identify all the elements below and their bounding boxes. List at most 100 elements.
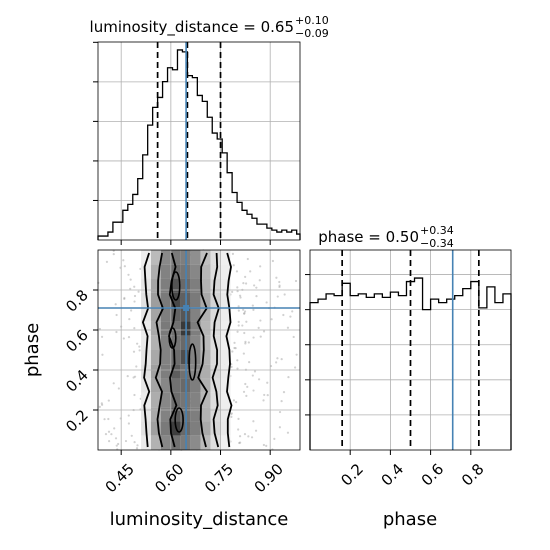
scatter-point — [107, 399, 110, 402]
luminosity-distance-title-upper-error: +0.10 — [295, 14, 329, 27]
density-cell — [160, 392, 171, 408]
density-contour — [141, 252, 151, 448]
scatter-point — [239, 296, 242, 299]
density-cell — [150, 392, 161, 408]
scatter-point — [259, 265, 262, 268]
density-cell — [200, 378, 211, 393]
density-contour — [225, 252, 233, 448]
scatter-point — [271, 259, 274, 263]
quantile-lines — [341, 250, 480, 450]
scatter-point — [127, 414, 130, 417]
density-cell — [220, 264, 231, 279]
density-cell — [160, 364, 171, 379]
scatter-point — [127, 336, 131, 339]
scatter-point — [244, 340, 247, 343]
scatter-point — [98, 405, 101, 408]
scatter-point — [133, 393, 136, 397]
scatter-point — [138, 345, 141, 348]
y-axis-label-phase: phase — [22, 323, 43, 377]
scatter-point — [114, 303, 117, 306]
density-cell — [150, 421, 161, 436]
scatter-point — [270, 318, 273, 321]
density-cell — [141, 335, 151, 350]
scatter-point — [257, 378, 261, 381]
density-cell — [220, 392, 231, 408]
scatter-point — [252, 389, 255, 392]
scatter-point — [237, 428, 240, 431]
density-cell — [220, 307, 231, 322]
scatter-point — [242, 390, 246, 393]
scatter-point — [245, 394, 248, 397]
density-cell — [200, 392, 211, 408]
scatter-point — [244, 282, 248, 285]
scatter-point — [253, 284, 256, 287]
truth-crosshair — [98, 250, 300, 450]
density-cell — [200, 321, 211, 336]
density-contour — [168, 252, 178, 448]
density-cell — [141, 321, 151, 336]
scatter-point — [132, 350, 136, 353]
density-contour-inner — [171, 271, 181, 301]
panel-frame — [97, 41, 301, 241]
density-cell — [150, 335, 161, 350]
density-cell — [220, 250, 231, 265]
luminosity-distance-title: luminosity_distance = 0.65 — [90, 18, 294, 37]
density-cell — [150, 321, 161, 336]
scatter-point — [235, 270, 239, 273]
density-cell — [190, 378, 201, 393]
x-tick-label: 0.90 — [251, 460, 287, 496]
x-tick-label: 0.60 — [151, 460, 187, 496]
scatter-point — [252, 308, 255, 311]
scatter-point — [230, 412, 233, 415]
scatter-point — [245, 320, 248, 323]
scatter-point — [265, 444, 268, 447]
density-cell — [170, 392, 181, 408]
luminosity-distance-histogram-line — [97, 49, 301, 240]
density-cell — [141, 250, 151, 265]
density-cell — [190, 250, 201, 265]
x-tick-labels-phase: 0.2 0.4 0.6 0.8 — [337, 460, 487, 490]
scatter-point — [112, 253, 115, 256]
scatter-point — [252, 336, 255, 339]
density-cell — [160, 435, 171, 450]
scatter-point — [133, 375, 137, 378]
scatter-point — [243, 312, 246, 315]
scatter-point — [233, 346, 236, 350]
scatter-point — [243, 312, 246, 315]
density-cell — [160, 421, 171, 436]
scatter-point — [255, 295, 258, 298]
scatter-point — [286, 326, 290, 329]
scatter-point — [114, 437, 118, 440]
scatter-point — [266, 381, 269, 384]
density-cell — [150, 278, 161, 293]
panel-frame — [309, 249, 512, 451]
scatter-point — [117, 387, 120, 390]
density-cell — [220, 421, 231, 436]
density-cell — [190, 335, 201, 350]
scatter-point — [287, 376, 290, 379]
luminosity-distance-histogram-panel: luminosity_distance = 0.65 +0.10 −0.09 — [90, 14, 329, 245]
density-cell — [200, 335, 211, 350]
scatter-point — [235, 401, 238, 404]
density-cell — [160, 250, 171, 265]
scatter-point — [238, 435, 242, 438]
density-cell — [210, 307, 221, 322]
scatter-point — [286, 431, 290, 434]
scatter-point — [126, 375, 129, 378]
scatter-point — [129, 287, 132, 290]
scatter-point — [100, 335, 104, 338]
scatter-point — [124, 439, 128, 443]
scatter-point — [242, 308, 245, 311]
density-contour-inner — [174, 407, 184, 433]
scatter-point — [108, 440, 111, 443]
density-cell — [170, 278, 181, 293]
scatter-point — [244, 275, 247, 279]
scatter-point — [231, 290, 234, 293]
density-cell — [160, 264, 171, 279]
density-cell — [141, 364, 151, 379]
density-cell — [210, 364, 221, 379]
scatter-point — [294, 279, 298, 283]
scatter-point — [135, 365, 138, 368]
scatter-point — [122, 259, 125, 262]
scatter-point — [278, 426, 281, 429]
